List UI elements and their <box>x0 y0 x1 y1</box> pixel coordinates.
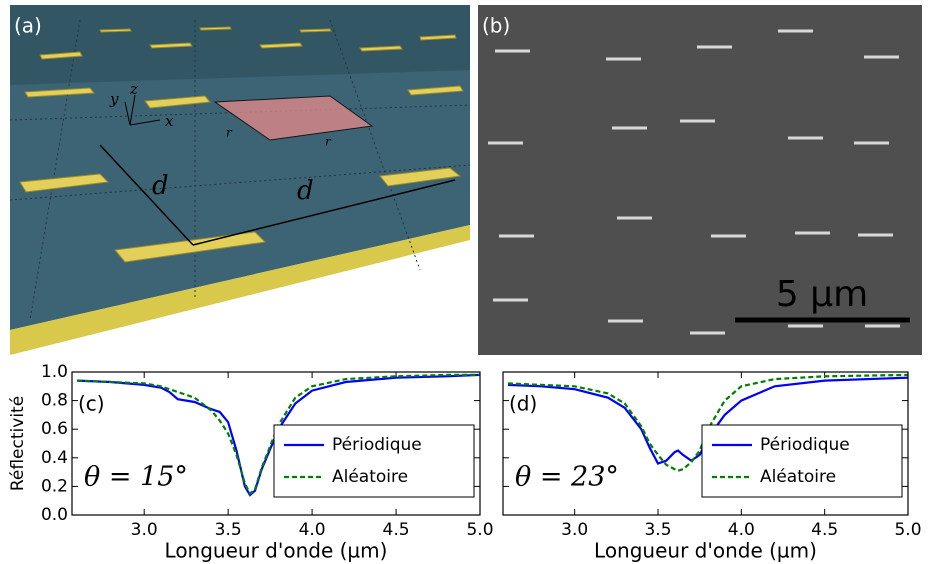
scale-label: 5 µm <box>776 274 868 315</box>
x-tick-label: 3.0 <box>561 520 588 540</box>
axis-label: x <box>165 112 174 130</box>
render-panel: (a) x y z d d r r <box>9 5 471 355</box>
x-tick-label: 3.0 <box>131 520 158 540</box>
plot-frame <box>502 371 909 516</box>
x-tick-label: 4.5 <box>383 520 410 540</box>
unit-cell <box>213 95 374 141</box>
axis-label: z <box>129 80 138 98</box>
panel-label: (d) <box>509 392 537 416</box>
x-tick-label: 4.5 <box>811 520 838 540</box>
far-haze <box>10 5 470 85</box>
legend-box <box>273 424 475 498</box>
y-tick-label: 0.2 <box>41 476 68 496</box>
sem-image <box>478 5 922 355</box>
x-tick-label: 5.0 <box>894 520 921 540</box>
panel-label: (c) <box>78 392 105 416</box>
legend-label: Périodique <box>760 435 850 455</box>
series-line <box>507 376 909 465</box>
y-tick-label: 1.0 <box>41 362 68 382</box>
panel-label: (a) <box>14 14 42 38</box>
axes-triad <box>124 94 161 126</box>
annotation: θ = 15° <box>84 462 188 493</box>
gold-edge <box>10 225 470 355</box>
legend-label: Périodique <box>332 435 422 455</box>
x-tick-label: 3.5 <box>644 520 671 540</box>
x-tick-label: 5.0 <box>466 520 493 540</box>
y-tick-label: 0.6 <box>41 419 68 439</box>
distance-lines <box>99 144 456 246</box>
sem-panel: 5 µm (b) <box>478 5 922 355</box>
annotation: θ = 23° <box>515 462 619 493</box>
series-line <box>76 373 480 496</box>
antennas <box>19 26 464 263</box>
x-tick-label: 3.5 <box>215 520 242 540</box>
x-tick-label: 4.0 <box>299 520 326 540</box>
distance-label: d <box>297 176 314 206</box>
sem-rods <box>488 29 900 335</box>
series-line <box>76 373 481 497</box>
distance-label: d <box>152 171 169 201</box>
y-tick-label: 0.4 <box>41 448 68 468</box>
panel-label: (b) <box>482 14 510 38</box>
side-label: r <box>226 126 233 140</box>
y-tick-label: 0.8 <box>41 391 68 411</box>
x-tick-label: 4.0 <box>728 520 755 540</box>
y-axis-label: Réflectivité <box>8 396 28 491</box>
x-axis-label: Longueur d'onde (µm) <box>165 539 388 563</box>
side-label: r <box>325 135 332 149</box>
plot-frame <box>71 371 481 516</box>
legend-label: Aléatoire <box>760 467 836 487</box>
legend-box <box>701 424 903 498</box>
legend-label: Aléatoire <box>332 467 408 487</box>
x-axis-label: Longueur d'onde (µm) <box>594 539 817 563</box>
y-tick-label: 0.0 <box>41 505 68 525</box>
series-line <box>507 373 909 472</box>
axis-label: y <box>109 90 119 108</box>
